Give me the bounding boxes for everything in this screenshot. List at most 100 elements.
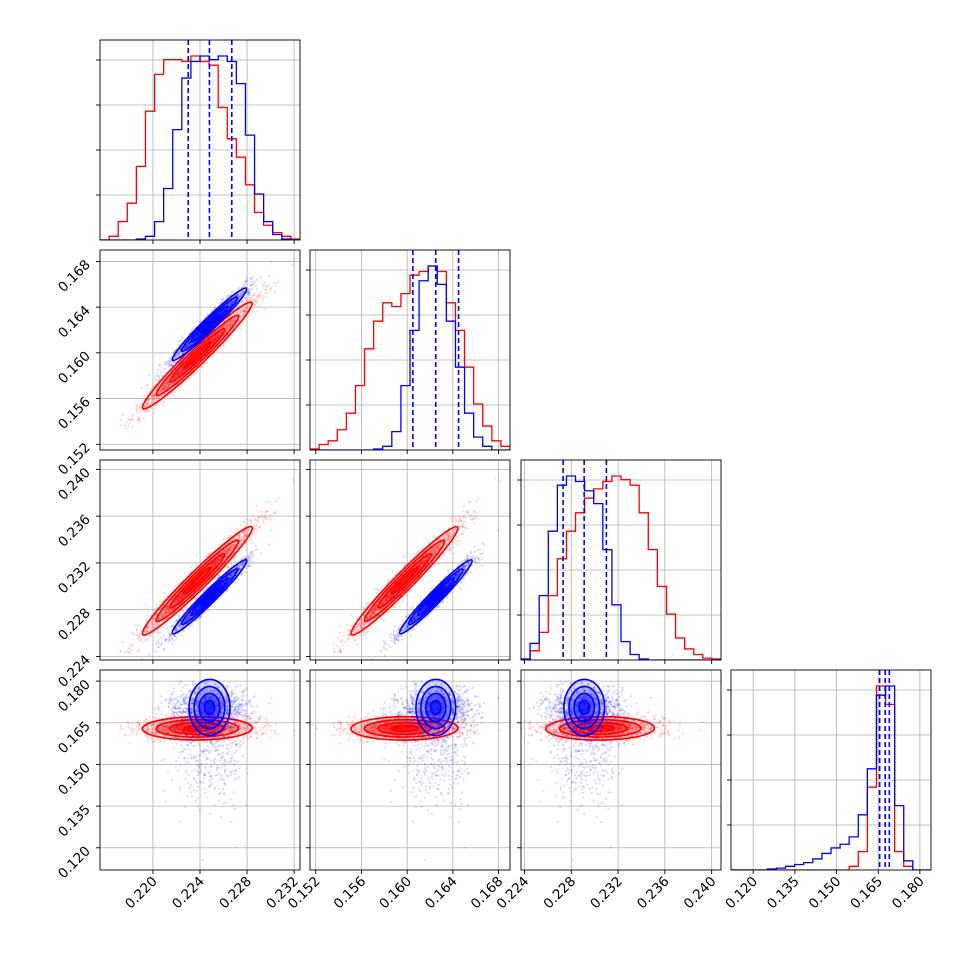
scatter-point <box>163 386 166 389</box>
scatter-point <box>162 374 165 377</box>
scatter-point <box>214 560 217 563</box>
scatter-point <box>229 302 232 305</box>
scatter-point <box>241 309 244 312</box>
scatter-point <box>220 556 223 559</box>
scatter-point <box>176 600 179 603</box>
scatter-point <box>231 544 234 547</box>
scatter-point <box>215 562 218 565</box>
scatter-point <box>178 348 182 351</box>
scatter-point <box>211 565 214 569</box>
scatter-point <box>168 364 171 367</box>
scatter-point <box>245 277 248 280</box>
scatter-point <box>232 544 235 547</box>
scatter-point <box>180 383 183 387</box>
scatter-point <box>147 397 150 400</box>
scatter-point <box>229 546 232 550</box>
scatter-point <box>234 294 238 297</box>
scatter-point <box>160 374 163 377</box>
scatter-point <box>243 531 246 534</box>
scatter-point <box>146 400 149 403</box>
scatter-point <box>198 333 201 336</box>
scatter-point <box>217 573 220 576</box>
scatter-point <box>171 393 174 396</box>
scatter-point <box>264 288 267 292</box>
scatter-point <box>168 610 171 613</box>
scatter-point <box>264 511 267 514</box>
scatter-point <box>154 623 157 626</box>
scatter-point <box>236 294 239 297</box>
scatter-point <box>214 338 217 341</box>
scatter-point <box>188 376 191 379</box>
scatter-point <box>222 344 225 347</box>
scatter-point <box>265 285 268 288</box>
scatter-point <box>152 618 155 621</box>
scatter-point <box>230 301 233 304</box>
scatter-point <box>267 516 270 520</box>
scatter-point <box>154 378 157 382</box>
scatter-point <box>242 290 245 293</box>
scatter-point <box>230 303 233 306</box>
scatter-point <box>228 546 231 549</box>
scatter-point <box>213 547 217 550</box>
scatter-point <box>153 394 156 398</box>
scatter-point <box>248 290 251 293</box>
scatter-point <box>186 342 189 345</box>
scatter-point <box>188 342 191 345</box>
scatter-point <box>182 595 185 598</box>
scatter-point <box>250 283 253 287</box>
scatter-point <box>243 309 246 312</box>
scatter-point <box>224 549 227 553</box>
scatter-point <box>226 294 229 298</box>
scatter-point <box>212 562 215 565</box>
scatter-point <box>189 343 192 346</box>
scatter-point <box>213 564 217 567</box>
scatter-point <box>167 606 170 610</box>
scatter-point <box>265 517 268 521</box>
scatter-point <box>180 337 183 340</box>
scatter-point <box>131 644 134 647</box>
scatter-point <box>168 360 171 363</box>
scatter-point <box>218 543 221 546</box>
scatter-point <box>179 595 182 598</box>
scatter-point <box>213 339 216 342</box>
panel-content <box>102 258 296 449</box>
scatter-point <box>175 599 178 602</box>
scatter-point <box>152 393 156 396</box>
scatter-point <box>212 562 215 565</box>
scatter-point <box>237 292 240 295</box>
scatter-point <box>257 520 260 523</box>
scatter-point <box>130 418 133 421</box>
scatter-point <box>135 403 138 406</box>
scatter-point <box>220 311 223 314</box>
scatter-point <box>137 633 140 636</box>
scatter-point <box>167 382 170 385</box>
scatter-point <box>242 313 245 316</box>
scatter-point <box>219 312 222 315</box>
scatter-point <box>255 294 258 297</box>
scatter-point <box>176 372 179 375</box>
scatter-point <box>219 312 222 315</box>
scatter-point <box>177 351 180 354</box>
scatter-point <box>224 325 227 328</box>
scatter-point <box>229 544 232 547</box>
scatter-point <box>167 379 170 383</box>
scatter-point <box>244 310 247 313</box>
scatter-point <box>266 292 269 295</box>
scatter-point <box>182 369 185 372</box>
scatter-point <box>197 334 200 337</box>
scatter-point <box>151 632 154 635</box>
scatter-point <box>229 549 232 552</box>
scatter-point <box>169 357 172 360</box>
scatter-point <box>139 638 142 641</box>
scatter-point <box>194 372 197 375</box>
scatter-point <box>212 567 215 570</box>
scatter-point <box>213 339 216 342</box>
scatter-point <box>164 609 167 612</box>
scatter-point <box>222 549 225 552</box>
scatter-point <box>156 631 159 634</box>
scatter-point <box>266 510 269 513</box>
scatter-point <box>161 388 164 391</box>
scatter-point <box>155 404 159 407</box>
panel-content <box>119 477 296 660</box>
scatter-point <box>227 320 231 323</box>
